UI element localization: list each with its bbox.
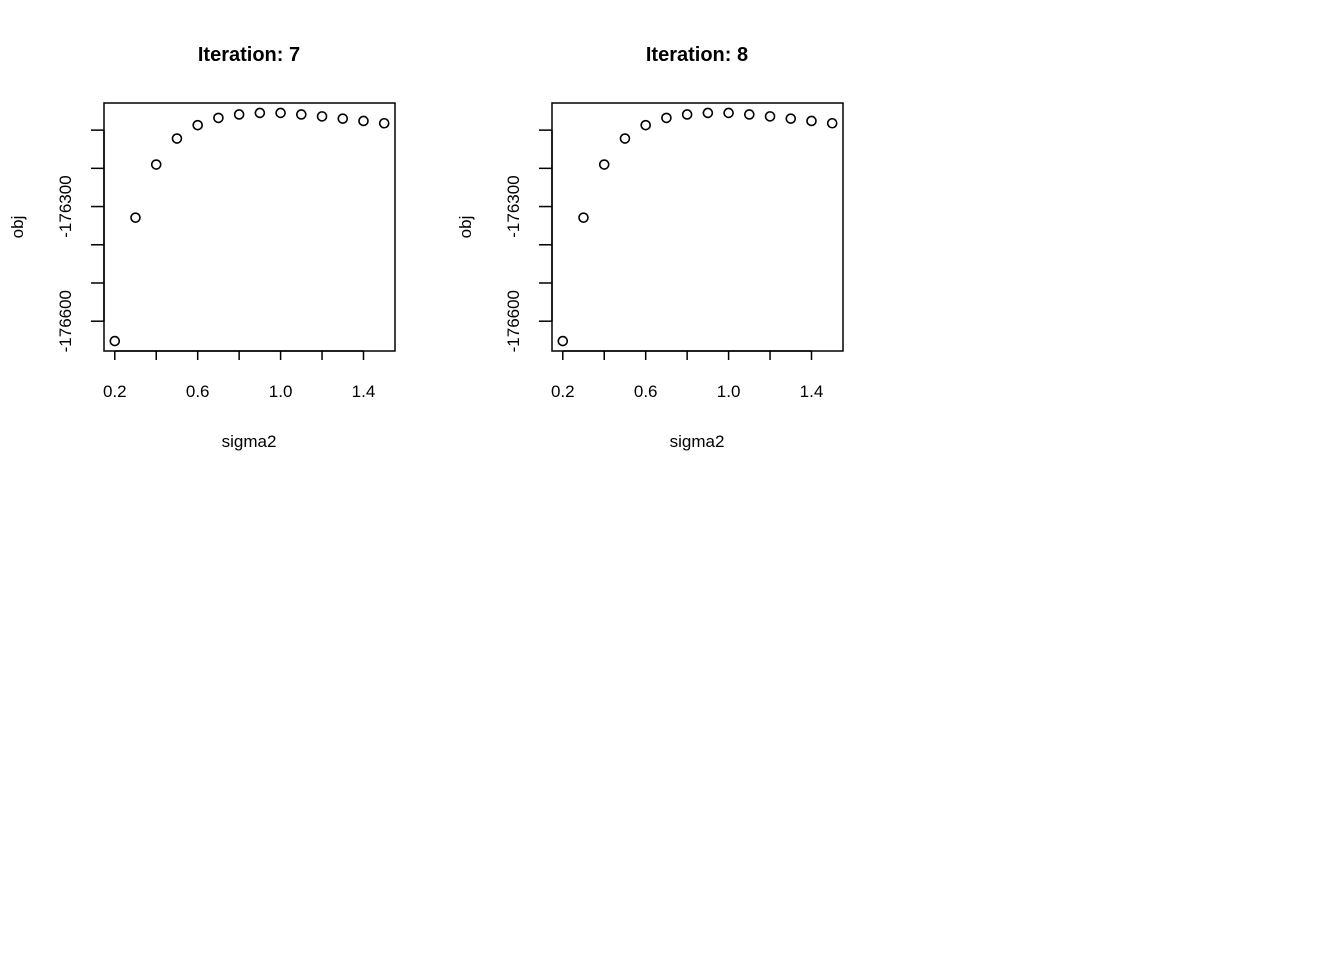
chart-panel-iteration-8: Iteration: 8 sigma2 obj 0.2 0.6 1.0 1.4 -176…: [456, 44, 844, 451]
data-point: [598, 159, 610, 170]
data-point: [192, 119, 203, 131]
data-point: [681, 109, 693, 120]
data-point: [826, 117, 838, 129]
data-point: [130, 212, 141, 223]
data-point: [578, 212, 589, 223]
x-tick-label: 0.2: [103, 382, 127, 401]
x-tick-label: 0.6: [186, 382, 210, 401]
data-point: [171, 133, 183, 144]
data-point: [806, 115, 817, 127]
x-axis-label: sigma2: [222, 432, 277, 451]
data-point: [619, 133, 631, 144]
data-point: [213, 112, 224, 124]
data-point: [702, 107, 714, 119]
data-point: [378, 117, 390, 129]
data-point: [109, 335, 121, 347]
data-point: [296, 109, 307, 120]
x-tick-label: 0.2: [551, 382, 575, 401]
y-tick-label: -176300: [56, 175, 75, 237]
chart-title: Iteration: 8: [646, 44, 748, 66]
data-point: [358, 115, 369, 127]
data-point: [785, 113, 797, 124]
data-point: [150, 159, 162, 170]
plot-frame: [103, 102, 396, 352]
chart-title: Iteration: 7: [198, 44, 300, 66]
y-tick-label: -176600: [56, 290, 75, 352]
data-point: [723, 107, 734, 119]
data-point: [275, 107, 286, 119]
data-point: [337, 113, 349, 124]
chart-panel-iteration-7: Iteration: 7 sigma2 obj 0.2 0.6 1.0 1.4 -176…: [8, 44, 396, 451]
data-point: [661, 112, 672, 124]
data-point: [316, 111, 328, 122]
y-axis-label: obj: [456, 216, 475, 239]
y-tick-label: -176600: [504, 290, 523, 352]
data-point: [557, 335, 569, 347]
data-point: [233, 109, 245, 120]
data-point: [254, 107, 266, 119]
x-tick-label: 1.0: [269, 382, 293, 401]
y-axis-label: obj: [8, 216, 27, 239]
x-tick-label: 0.6: [634, 382, 658, 401]
x-axis-label: sigma2: [670, 432, 725, 451]
data-point: [744, 109, 755, 120]
x-tick-label: 1.4: [800, 382, 824, 401]
x-tick-label: 1.0: [717, 382, 741, 401]
data-point: [764, 111, 776, 122]
data-point: [640, 119, 651, 131]
y-tick-label: -176300: [504, 175, 523, 237]
plot-frame: [551, 102, 844, 352]
x-tick-label: 1.4: [352, 382, 376, 401]
